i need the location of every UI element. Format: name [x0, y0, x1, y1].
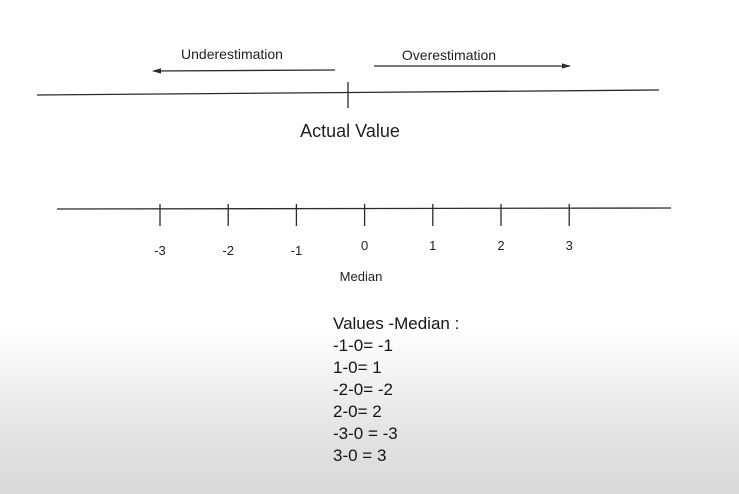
actual-value-label: Actual Value [300, 121, 400, 141]
values-line: -1-0= -1 [333, 336, 393, 355]
median-label: Median [340, 269, 383, 284]
number-line-tick-label: 2 [497, 238, 504, 253]
values-median-block: Values -Median : -1-0= -1 1-0= 1 -2-0= -… [333, 313, 459, 467]
number-line-tick-label: -3 [154, 243, 166, 258]
number-line-tick-label: -1 [291, 243, 303, 258]
values-line: 3-0 = 3 [333, 446, 387, 465]
number-line-tick-label: 3 [566, 238, 573, 253]
overestimation-label: Overestimation [402, 47, 496, 63]
values-line: -3-0 = -3 [333, 424, 398, 443]
number-line-ticks: -3 -2 -1 0 1 2 3 [154, 204, 573, 258]
values-line: 2-0= 2 [333, 402, 382, 421]
values-line: -2-0= -2 [333, 380, 393, 399]
underestimation-label: Underestimation [181, 46, 283, 62]
number-line-tick-label: 0 [361, 238, 368, 253]
underestimation-arrow [152, 68, 336, 74]
number-line-tick-label: 1 [429, 238, 436, 253]
values-heading: Values -Median : [333, 314, 460, 333]
values-line: 1-0= 1 [333, 358, 382, 377]
number-line-tick-label: -2 [222, 243, 234, 258]
